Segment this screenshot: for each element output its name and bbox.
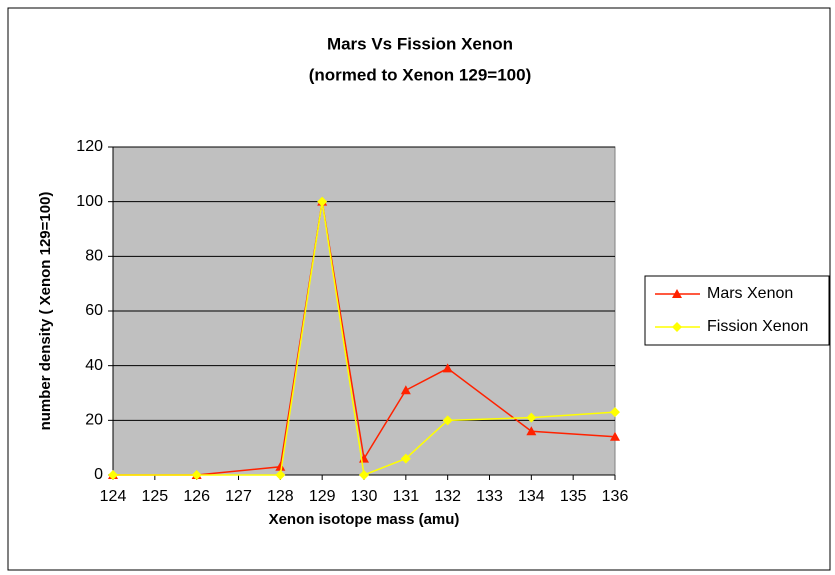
x-tick-label: 135 bbox=[560, 488, 587, 505]
chart-title: (normed to Xenon 129=100) bbox=[309, 65, 531, 84]
x-tick-label: 127 bbox=[225, 488, 252, 505]
y-tick-label: 0 bbox=[94, 466, 103, 483]
x-tick-label: 128 bbox=[267, 488, 294, 505]
marker bbox=[108, 470, 118, 480]
y-tick-label: 40 bbox=[85, 357, 103, 374]
legend-marker bbox=[672, 289, 682, 298]
marker bbox=[317, 196, 328, 207]
marker bbox=[526, 412, 537, 423]
chart-title: Mars Vs Fission Xenon bbox=[327, 34, 513, 53]
legend-marker bbox=[672, 322, 682, 332]
marker bbox=[442, 363, 453, 373]
x-tick-label: 124 bbox=[100, 488, 127, 505]
marker bbox=[610, 407, 620, 418]
x-tick-label: 132 bbox=[434, 488, 461, 505]
x-tick-label: 133 bbox=[476, 488, 503, 505]
x-tick-label: 134 bbox=[518, 488, 545, 505]
y-axis-label: number density ( Xenon 129=100) bbox=[37, 192, 54, 431]
marker bbox=[359, 470, 369, 480]
x-tick-label: 130 bbox=[351, 488, 378, 505]
x-tick-label: 131 bbox=[392, 488, 419, 505]
marker bbox=[400, 385, 411, 395]
legend bbox=[644, 275, 830, 346]
x-tick-label: 129 bbox=[309, 488, 336, 505]
y-tick-label: 60 bbox=[85, 302, 103, 319]
y-tick-label: 100 bbox=[76, 193, 103, 210]
y-tick-label: 20 bbox=[85, 412, 103, 429]
marker bbox=[610, 431, 620, 441]
marker bbox=[275, 461, 286, 471]
marker bbox=[442, 415, 453, 426]
marker bbox=[191, 470, 202, 480]
marker bbox=[400, 453, 411, 464]
legend-label: Mars Xenon bbox=[707, 285, 793, 302]
marker bbox=[275, 470, 286, 480]
x-axis-label: Xenon isotope mass (amu) bbox=[269, 511, 460, 528]
legend-label: Fission Xenon bbox=[707, 318, 808, 335]
x-tick-label: 126 bbox=[183, 488, 210, 505]
y-tick-label: 120 bbox=[76, 138, 103, 155]
x-tick-label: 136 bbox=[602, 488, 629, 505]
x-tick-label: 125 bbox=[141, 488, 168, 505]
y-tick-label: 80 bbox=[85, 248, 103, 265]
marker bbox=[526, 426, 537, 436]
